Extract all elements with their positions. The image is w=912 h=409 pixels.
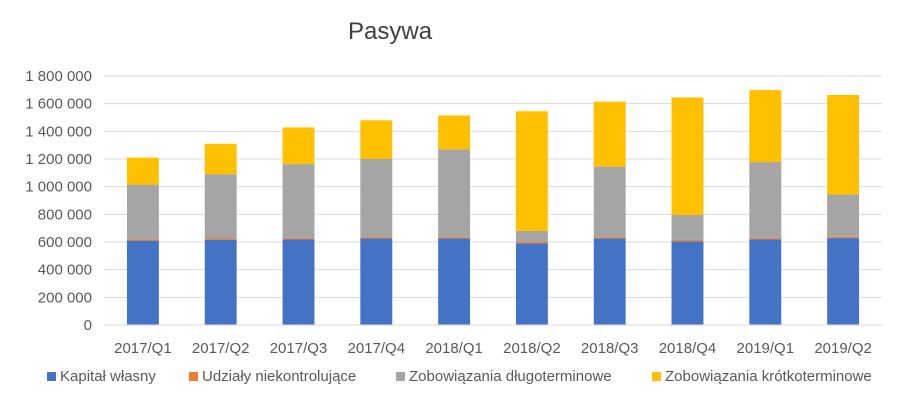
x-tick-label: 2017/Q3 bbox=[270, 340, 328, 357]
bar-segment-3-2 bbox=[282, 127, 315, 165]
bar-segment-0-4 bbox=[438, 238, 471, 325]
x-tick-label: 2017/Q4 bbox=[348, 340, 406, 357]
legend-swatch bbox=[189, 372, 198, 381]
bar-segment-1-8 bbox=[749, 238, 782, 240]
y-tick-label: 200 000 bbox=[38, 289, 92, 306]
bar-segment-2-4 bbox=[438, 149, 471, 238]
bar-segment-3-1 bbox=[204, 143, 237, 175]
x-tick-label: 2019/Q2 bbox=[814, 340, 872, 357]
x-tick-label: 2018/Q2 bbox=[503, 340, 561, 357]
y-tick-label: 1 000 000 bbox=[25, 179, 92, 196]
x-tick-label: 2018/Q1 bbox=[425, 340, 483, 357]
bar-segment-2-8 bbox=[749, 162, 782, 239]
bar-segment-2-5 bbox=[515, 230, 548, 242]
bar-segment-2-2 bbox=[282, 164, 315, 239]
bars bbox=[126, 90, 860, 325]
bar-segment-3-6 bbox=[593, 101, 626, 167]
bar-segment-2-3 bbox=[360, 159, 393, 238]
y-tick-label: 400 000 bbox=[38, 262, 92, 279]
legend-label: Zobowiązania krótkoterminowe bbox=[665, 368, 872, 385]
y-tick-label: 0 bbox=[84, 317, 92, 334]
bar-segment-1-4 bbox=[438, 237, 471, 239]
bar-segment-2-6 bbox=[593, 166, 626, 238]
bar-segment-0-8 bbox=[749, 239, 782, 325]
bar-segment-1-2 bbox=[282, 238, 315, 240]
bar-segment-0-6 bbox=[593, 238, 626, 325]
x-tick-label: 2018/Q4 bbox=[659, 340, 717, 357]
bar-segment-0-5 bbox=[515, 243, 548, 325]
chart-title: Pasywa bbox=[348, 18, 433, 45]
legend: Kapitał własny Udziały niekontrolujące Zob… bbox=[47, 368, 872, 385]
bar-segment-1-7 bbox=[671, 239, 704, 242]
bar-segment-3-7 bbox=[671, 97, 704, 216]
legend-swatch bbox=[396, 372, 405, 381]
bar-segment-0-9 bbox=[827, 238, 860, 325]
y-tick-label: 600 000 bbox=[38, 234, 92, 251]
bar-segment-2-1 bbox=[204, 174, 237, 239]
axes: 0 200 000 400 000 600 000 800 000 1 000 000 1 … bbox=[25, 68, 882, 357]
y-tick-label: 800 000 bbox=[38, 206, 92, 223]
y-tick-label: 1 400 000 bbox=[25, 123, 92, 140]
bar-segment-0-1 bbox=[204, 239, 237, 325]
bar-segment-2-7 bbox=[671, 215, 704, 240]
bar-segment-0-0 bbox=[126, 240, 159, 325]
bar-segment-2-0 bbox=[126, 184, 159, 240]
bar-segment-1-1 bbox=[204, 238, 237, 240]
bar-segment-3-4 bbox=[438, 115, 471, 150]
bar-segment-2-9 bbox=[827, 194, 860, 237]
legend-swatch bbox=[652, 372, 661, 381]
y-tick-label: 1 800 000 bbox=[25, 68, 92, 85]
bar-segment-1-6 bbox=[593, 237, 626, 239]
bar-segment-3-8 bbox=[749, 90, 782, 163]
bar-segment-1-9 bbox=[827, 236, 860, 239]
bar-segment-3-3 bbox=[360, 120, 393, 159]
x-tick-label: 2017/Q2 bbox=[192, 340, 250, 357]
bar-segment-3-5 bbox=[515, 111, 548, 231]
bar-segment-1-0 bbox=[126, 239, 159, 241]
y-tick-label: 1 200 000 bbox=[25, 151, 92, 168]
legend-label: Zobowiązania długoterminowe bbox=[409, 368, 612, 385]
legend-label: Udziały niekontrolujące bbox=[202, 368, 356, 385]
bar-segment-3-0 bbox=[126, 157, 159, 185]
y-tick-label: 1 600 000 bbox=[25, 96, 92, 113]
x-tick-label: 2018/Q3 bbox=[581, 340, 639, 357]
bar-segment-0-7 bbox=[671, 241, 704, 325]
bar-segment-1-3 bbox=[360, 237, 393, 239]
bar-segment-0-3 bbox=[360, 238, 393, 325]
x-tick-label: 2017/Q1 bbox=[114, 340, 172, 357]
bar-segment-3-9 bbox=[827, 94, 860, 195]
x-tick-label: 2019/Q1 bbox=[737, 340, 795, 357]
legend-label: Kapitał własny bbox=[60, 368, 156, 385]
legend-swatch bbox=[47, 372, 56, 381]
bar-segment-0-2 bbox=[282, 239, 315, 325]
bar-segment-1-5 bbox=[515, 242, 548, 244]
